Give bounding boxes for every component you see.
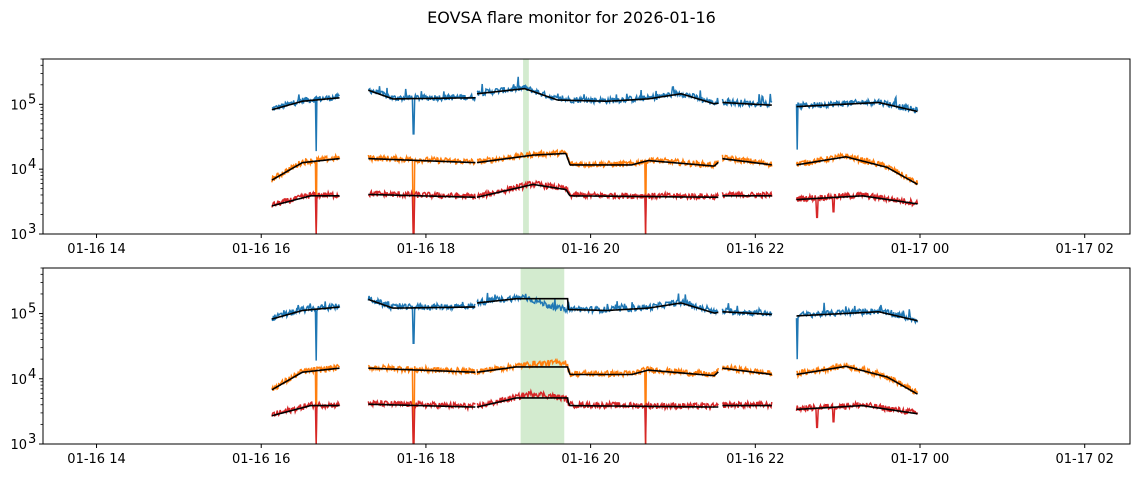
series-high-line — [271, 189, 341, 234]
y-tick-exponent: 3 — [28, 222, 36, 237]
series-mid-fit-line — [796, 155, 918, 186]
y-tick-label: 10 — [10, 308, 27, 323]
axes-frame — [42, 267, 1131, 445]
series-low-fit-line — [367, 298, 476, 309]
x-tick-label: 01-17 00 — [891, 452, 949, 467]
series-mid-line — [476, 148, 720, 234]
series-high-fit-line — [476, 397, 719, 408]
series-high-fit-line — [271, 195, 340, 207]
series-mid-fit-line — [722, 157, 772, 166]
series-low-fit-line — [476, 297, 719, 314]
axes-panel-1: 01-16 14 01-16 16 01-16 18 01-16 20 01-16 22… — [10, 58, 1131, 257]
series-high-line — [476, 179, 720, 234]
series-mid-fit-line — [271, 157, 340, 181]
x-tick-label: 01-16 18 — [397, 242, 455, 257]
series-mid-fit-line — [722, 367, 772, 376]
flare-shade — [520, 268, 565, 444]
series-high-line — [795, 191, 919, 219]
series-mid-fit-line — [476, 152, 719, 167]
series-mid-fit-line — [368, 157, 476, 164]
series-high-fit-line — [271, 404, 340, 417]
series-mid-line — [796, 362, 919, 395]
series-high-fit-line — [476, 183, 719, 199]
y-tick-exponent: 5 — [28, 302, 36, 317]
figure-title: EOVSA flare monitor for 2026-01-16 — [427, 8, 716, 27]
x-tick-label: 01-16 22 — [726, 452, 784, 467]
y-tick-label: 10 — [10, 438, 27, 453]
x-tick-label: 01-16 20 — [561, 452, 619, 467]
series-high-line — [271, 399, 341, 444]
y-tick-label: 10 — [10, 98, 27, 113]
y-tick-label: 10 — [10, 163, 27, 178]
series-low-line — [367, 295, 476, 345]
x-tick-label: 01-17 02 — [1055, 242, 1113, 257]
series-low-line — [721, 303, 773, 318]
series-mid-fit-line — [476, 366, 719, 377]
series-low-fit-line — [367, 89, 476, 100]
series-high-fit-line — [796, 404, 918, 415]
series-low-line — [271, 92, 340, 152]
series-high-line — [367, 399, 476, 444]
axes-panel-2: 01-16 14 01-16 16 01-16 18 01-16 20 01-16 22… — [10, 267, 1131, 467]
x-tick-label: 01-16 16 — [232, 452, 290, 467]
series-high-fit-line — [368, 193, 476, 199]
series-low-fit-line — [722, 310, 772, 316]
y-tick-exponent: 5 — [28, 92, 36, 107]
series-low-fit-line — [476, 87, 719, 105]
series-mid-fit-line — [271, 367, 340, 391]
series-high-line — [721, 190, 773, 200]
series-mid-line — [795, 151, 919, 186]
x-tick-label: 01-17 02 — [1055, 452, 1113, 467]
series-high-line — [367, 188, 477, 234]
x-tick-label: 01-16 18 — [397, 452, 455, 467]
series-mid-fit-line — [368, 367, 476, 373]
x-tick-label: 01-16 14 — [67, 242, 125, 257]
flare-shade — [523, 59, 529, 234]
x-tick-label: 01-16 20 — [561, 242, 619, 257]
series-mid-line — [721, 154, 773, 169]
series-low-line — [368, 86, 477, 135]
y-tick-label: 10 — [10, 228, 27, 243]
y-tick-label: 10 — [10, 373, 27, 388]
series-low-fit-line — [271, 97, 340, 111]
x-tick-label: 01-16 16 — [232, 242, 290, 257]
plot-area — [271, 292, 919, 444]
y-tick-exponent: 3 — [28, 432, 36, 447]
axes-frame — [42, 58, 1131, 235]
x-tick-label: 01-16 22 — [726, 242, 784, 257]
x-tick-label: 01-16 14 — [67, 452, 125, 467]
x-tick-label: 01-17 00 — [891, 242, 949, 257]
series-low-fit-line — [796, 311, 918, 322]
series-low-fit-line — [271, 306, 340, 320]
series-high-fit-line — [368, 403, 476, 408]
plot-area — [271, 76, 919, 234]
y-tick-exponent: 4 — [28, 367, 36, 382]
series-low-line — [795, 302, 919, 360]
series-low-line — [476, 292, 719, 317]
series-low-fit-line — [722, 101, 772, 106]
series-low-fit-line — [796, 101, 918, 113]
series-high-fit-line — [796, 194, 918, 205]
series-mid-fit-line — [796, 365, 918, 395]
y-tick-exponent: 4 — [28, 157, 36, 172]
